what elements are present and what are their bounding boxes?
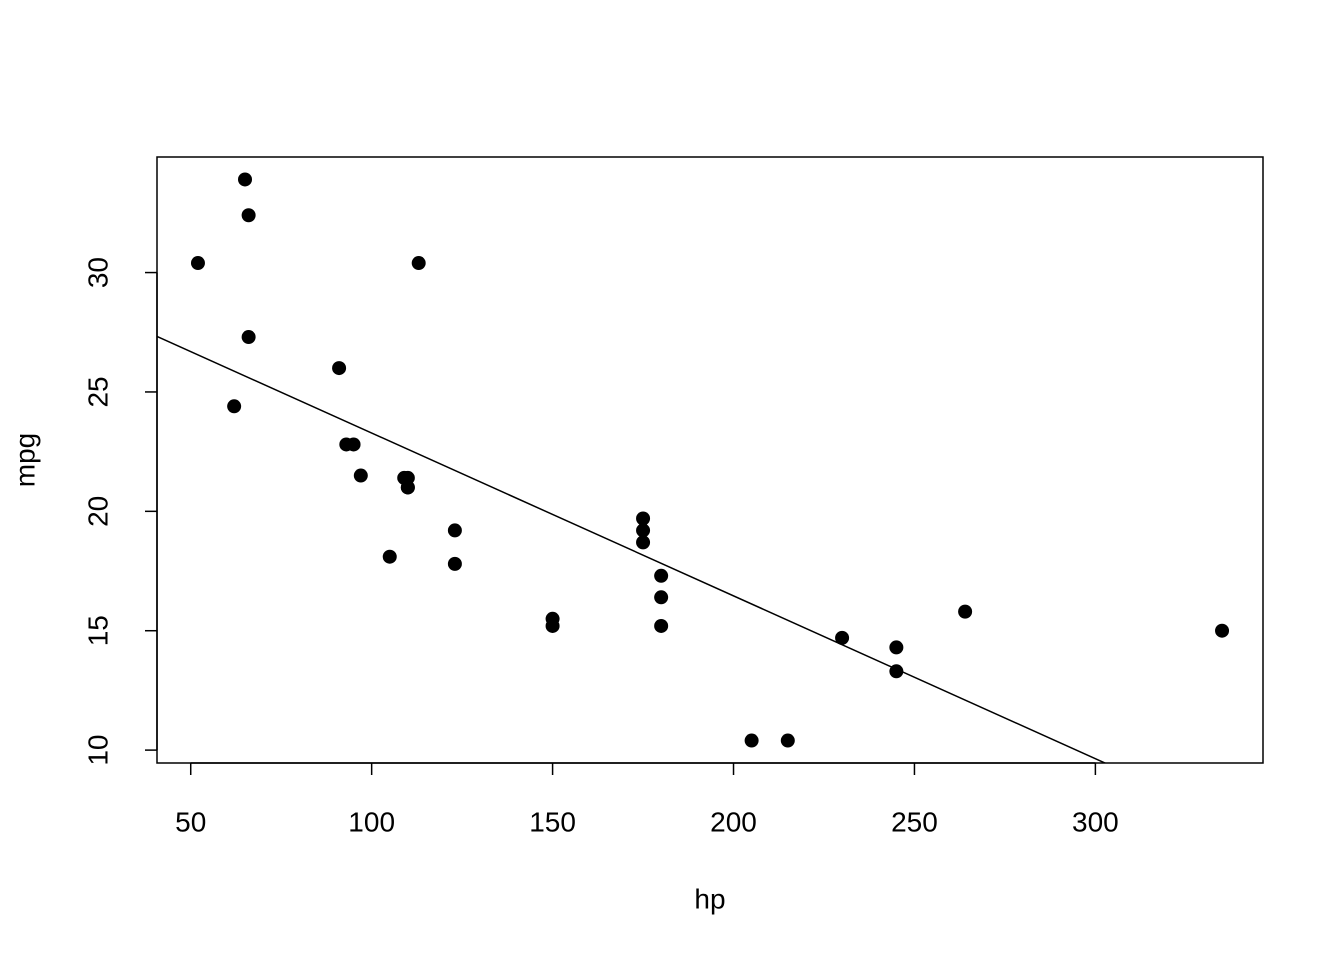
point [654, 568, 669, 583]
y-tick-label: 20 [82, 496, 113, 527]
y-tick-label: 30 [82, 257, 113, 288]
point [958, 604, 973, 619]
point [227, 399, 242, 414]
x-tick-label: 50 [175, 806, 206, 837]
point [636, 511, 651, 526]
point [382, 549, 397, 564]
y-tick-label: 10 [82, 735, 113, 766]
point [190, 256, 205, 271]
y-axis-title: mpg [9, 433, 40, 487]
point [238, 172, 253, 187]
point [636, 523, 651, 538]
point [889, 664, 904, 679]
point [332, 361, 347, 376]
point [241, 208, 256, 223]
point [346, 437, 361, 452]
point [397, 470, 412, 485]
plot-area [157, 335, 1107, 763]
plot-frame [156, 156, 1264, 764]
point [411, 256, 426, 271]
point [654, 618, 669, 633]
point [241, 330, 256, 345]
trend-line [157, 335, 1107, 763]
x-tick-label: 300 [1072, 806, 1119, 837]
point [545, 618, 560, 633]
point [636, 535, 651, 550]
x-axis-title: hp [694, 883, 725, 914]
point [1215, 623, 1230, 638]
point [744, 733, 759, 748]
x-tick-label: 100 [348, 806, 395, 837]
point [447, 556, 462, 571]
x-tick-label: 200 [710, 806, 757, 837]
x-tick-label: 250 [891, 806, 938, 837]
point [835, 630, 850, 645]
point [780, 733, 795, 748]
y-tick-label: 15 [82, 615, 113, 646]
point [353, 468, 368, 483]
x-tick-label: 150 [529, 806, 576, 837]
y-tick-label: 25 [82, 376, 113, 407]
point [889, 640, 904, 655]
point [654, 590, 669, 605]
point [447, 523, 462, 538]
